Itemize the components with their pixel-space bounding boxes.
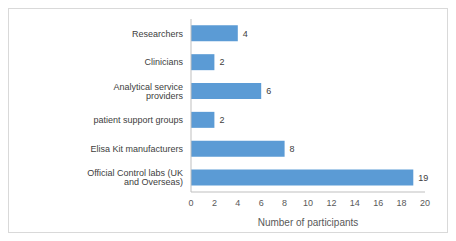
- svg-text:14: 14: [350, 198, 360, 208]
- svg-text:Researchers: Researchers: [132, 29, 184, 39]
- svg-text:16: 16: [373, 198, 383, 208]
- svg-text:patient support groups: patient support groups: [93, 115, 183, 125]
- svg-text:0: 0: [188, 198, 193, 208]
- svg-text:2: 2: [219, 115, 224, 125]
- svg-text:2: 2: [212, 198, 217, 208]
- svg-text:19: 19: [418, 173, 428, 183]
- svg-text:4: 4: [235, 198, 240, 208]
- svg-text:8: 8: [282, 198, 287, 208]
- svg-text:18: 18: [397, 198, 407, 208]
- svg-text:Number of participants: Number of participants: [258, 217, 359, 228]
- svg-text:12: 12: [326, 198, 336, 208]
- svg-text:2: 2: [219, 57, 224, 67]
- svg-text:6: 6: [259, 198, 264, 208]
- svg-text:6: 6: [266, 86, 271, 96]
- svg-text:10: 10: [303, 198, 313, 208]
- svg-text:8: 8: [290, 144, 295, 154]
- svg-text:Elisa Kit manufacturers: Elisa Kit manufacturers: [90, 144, 183, 154]
- svg-text:Analytical serviceproviders: Analytical serviceproviders: [113, 82, 183, 101]
- svg-text:Clinicians: Clinicians: [144, 57, 183, 67]
- svg-text:Official Control labs (UKand O: Official Control labs (UKand Overseas): [87, 168, 183, 187]
- svg-text:20: 20: [420, 198, 430, 208]
- svg-text:4: 4: [243, 29, 248, 39]
